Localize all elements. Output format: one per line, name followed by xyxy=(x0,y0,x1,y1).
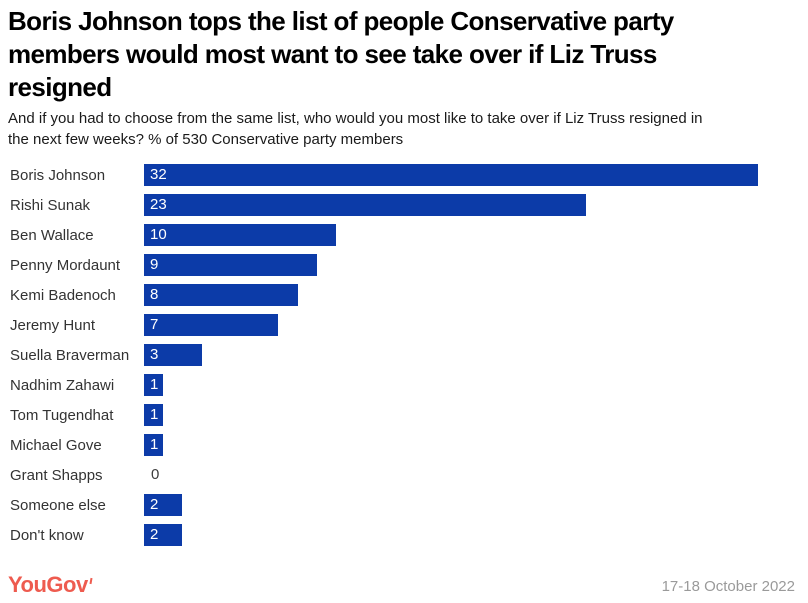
yougov-logo: YouGov xyxy=(8,572,93,597)
bar-track: 3 xyxy=(144,344,808,366)
chart-subtitle: And if you had to choose from the same l… xyxy=(8,110,703,148)
bar-track: 1 xyxy=(144,374,808,396)
chart-row: Kemi Badenoch 8 xyxy=(0,280,808,310)
value-label: 2 xyxy=(150,526,159,543)
bar-track: 2 xyxy=(144,494,808,516)
value-label: 10 xyxy=(150,226,167,243)
chart-row: Boris Johnson 32 xyxy=(0,160,808,190)
yougov-logo-text: YouGov xyxy=(8,572,88,597)
bar: 2 xyxy=(144,494,183,516)
chart-footer: YouGov 17-18 October 2022 xyxy=(8,574,795,596)
bar-track: 7 xyxy=(144,314,808,336)
value-label: 2 xyxy=(150,496,159,513)
category-label: Nadhim Zahawi xyxy=(10,376,115,394)
chart-row: Tom Tugendhat 1 xyxy=(0,400,808,430)
bar-track: 23 xyxy=(144,194,808,216)
chart-row: Penny Mordaunt 9 xyxy=(0,250,808,280)
chart-row: Suella Braverman 3 xyxy=(0,340,808,370)
value-label: 9 xyxy=(150,256,159,273)
bar-track: 32 xyxy=(144,164,808,186)
bar-track: 0 xyxy=(144,464,808,486)
bar-track: 1 xyxy=(144,434,808,456)
bar: 7 xyxy=(144,314,279,336)
bar: 8 xyxy=(144,284,298,306)
category-label: Rishi Sunak xyxy=(10,196,91,214)
value-label: 0 xyxy=(151,466,160,483)
bar-track: 1 xyxy=(144,404,808,426)
category-label: Ben Wallace xyxy=(10,226,94,244)
category-label: Jeremy Hunt xyxy=(10,316,96,334)
bar: 9 xyxy=(144,254,317,276)
value-label: 23 xyxy=(150,196,167,213)
chart-row: Nadhim Zahawi 1 xyxy=(0,370,808,400)
chart-row: Michael Gove 1 xyxy=(0,430,808,460)
bar: 1 xyxy=(144,434,164,456)
bar-track: 9 xyxy=(144,254,808,276)
bar: 23 xyxy=(144,194,586,216)
value-label: 32 xyxy=(150,166,167,183)
value-label: 3 xyxy=(150,346,159,363)
value-label: 1 xyxy=(150,406,159,423)
category-label: Penny Mordaunt xyxy=(10,256,121,274)
bar: 10 xyxy=(144,224,336,246)
bar-track: 8 xyxy=(144,284,808,306)
category-label: Someone else xyxy=(10,496,106,514)
chart-row: Don't know 2 xyxy=(0,520,808,550)
bar-chart: Boris Johnson 32 Rishi Sunak 23 Ben Wallace 1… xyxy=(0,160,808,550)
category-label: Kemi Badenoch xyxy=(10,286,116,304)
chart-row: Jeremy Hunt 7 xyxy=(0,310,808,340)
chart-title: Boris Johnson tops the list of people Co… xyxy=(8,6,674,102)
chart-row: Rishi Sunak 23 xyxy=(0,190,808,220)
bar: 1 xyxy=(144,404,164,426)
bar: 2 xyxy=(144,524,183,546)
bar-track: 2 xyxy=(144,524,808,546)
category-label: Boris Johnson xyxy=(10,166,106,184)
bar: 3 xyxy=(144,344,202,366)
bar: 1 xyxy=(144,374,164,396)
category-label: Tom Tugendhat xyxy=(10,406,114,424)
logo-tick-icon xyxy=(89,577,93,585)
category-label: Suella Braverman xyxy=(10,346,130,364)
chart-row: Grant Shapps 0 xyxy=(0,460,808,490)
chart-row: Someone else 2 xyxy=(0,490,808,520)
category-label: Michael Gove xyxy=(10,436,102,454)
value-label: 8 xyxy=(150,286,159,303)
category-label: Don't know xyxy=(10,526,84,544)
category-label: Grant Shapps xyxy=(10,466,103,484)
value-label: 7 xyxy=(150,316,159,333)
value-label: 1 xyxy=(150,376,159,393)
bar-track: 10 xyxy=(144,224,808,246)
value-label: 1 xyxy=(150,436,159,453)
bar: 32 xyxy=(144,164,759,186)
chart-row: Ben Wallace 10 xyxy=(0,220,808,250)
date-label: 17-18 October 2022 xyxy=(661,578,795,595)
